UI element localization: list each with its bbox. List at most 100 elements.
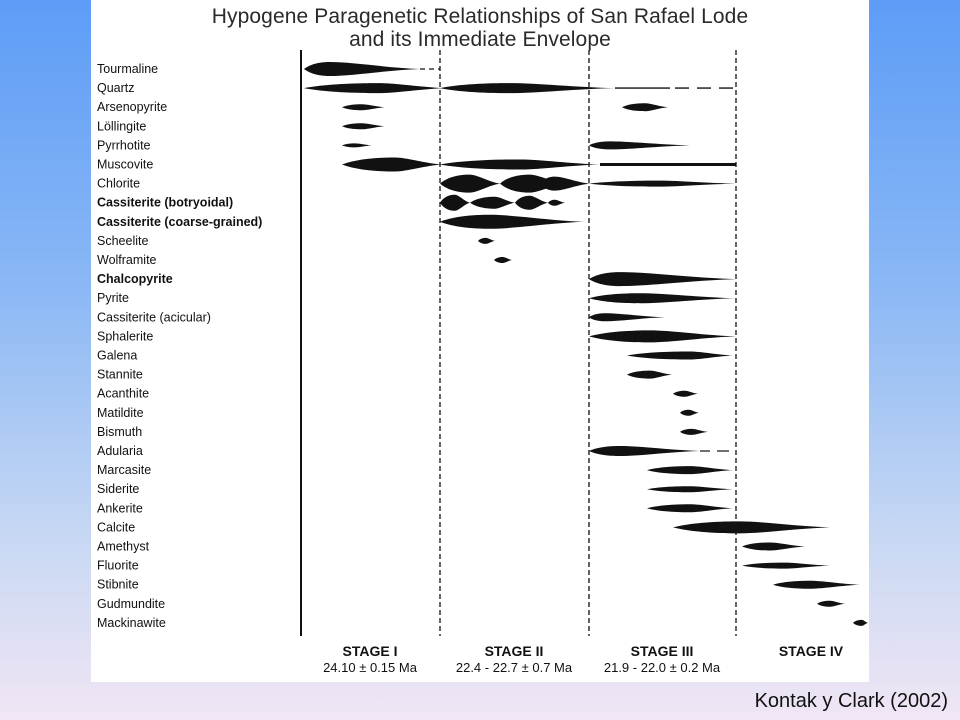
mineral-label-sphalerite: Sphalerite [97,329,153,343]
occurrence-scheelite [478,237,495,244]
mineral-label-mackinawite: Mackinawite [97,616,166,630]
occurrence-bars [304,62,868,626]
occurrence-adularia [589,446,700,456]
occurrence-lens-cassiterite-botryoidal-3 [515,195,548,210]
mineral-labels: Tourmaline Quartz Arsenopyrite Löllingite Py… [97,62,262,630]
occurrence-lens-cassiterite-botryoidal-4 [548,199,565,206]
occurrence-quartz [304,83,615,94]
occurrence-pyrite [589,293,736,304]
mineral-label-pyrrhotite: Pyrrhotite [97,138,151,152]
occurrence-lens-cassiterite-acicular-1 [589,313,665,322]
mineral-label-matildite: Matildite [97,406,144,420]
occurrence-marcasite [647,466,733,475]
occurrence-bismuth [680,428,708,435]
mineral-label-adularia: Adularia [97,444,143,458]
occurrence-acanthite [673,390,698,397]
mineral-label-pyrite: Pyrite [97,291,129,305]
occurrence-ankerite [647,504,733,513]
mineral-label-quartz: Quartz [97,81,135,95]
occurrence-lens-bismuth-1 [680,428,708,435]
occurrence-lens-amethyst-1 [742,542,805,551]
stage-age-1: 24.10 ± 0.15 Ma [323,660,418,675]
mineral-label-marcasite: Marcasite [97,463,151,477]
occurrence-siderite [647,486,733,493]
mineral-label-cassiterite-coarse-grained: Cassiterite (coarse-grained) [97,215,262,229]
occurrence-lens-acanthite-1 [673,390,698,397]
stage-age-2: 22.4 - 22.7 ± 0.7 Ma [456,660,573,675]
occurrence-lens-cassiterite-coarse-grained-1 [440,214,585,229]
occurrence-muscovite [342,157,600,172]
mineral-label-stibnite: Stibnite [97,578,139,592]
occurrence-lens-stannite-1 [627,370,672,379]
mineral-label-chalcopyrite: Chalcopyrite [97,272,173,286]
occurrence-lens-chlorite-1 [440,174,500,193]
citation: Kontak y Clark (2002) [754,690,948,712]
mineral-label-cassiterite-acicular: Cassiterite (acicular) [97,310,211,324]
occurrence-tourmaline [304,62,420,76]
occurrence-fluorite [742,562,830,569]
occurrence-arsenopyrite [342,103,668,112]
occurrence-lens-muscovite-2 [440,159,600,170]
stage-name-3: STAGE III [631,643,694,659]
mineral-label-fluorite: Fluorite [97,559,139,573]
occurrence-galena [627,351,733,360]
occurrence-cassiterite-coarse-grained [440,214,585,229]
stage-boundaries [300,50,737,636]
mineral-label-stannite: Stannite [97,368,143,382]
stage-name-1: STAGE I [343,643,398,659]
occurrence-lens-chlorite-2 [500,174,565,193]
occurrence-lens-marcasite-1 [647,466,733,475]
occurrence-stibnite [773,580,860,589]
occurrence-lens-siderite-1 [647,486,733,493]
stage-name-2: STAGE II [485,643,544,659]
occurrence-lens-chlorite-3 [540,176,590,191]
occurrence-lens-muscovite-1 [342,157,442,172]
occurrence-lens-ankerite-1 [647,504,733,513]
mineral-label-l-llingite: Löllingite [97,119,146,133]
stage-name-4: STAGE IV [779,643,844,659]
mineral-label-tourmaline: Tourmaline [97,62,158,76]
occurrence-mackinawite [853,619,868,626]
occurrence-cassiterite-botryoidal [440,194,565,211]
occurrence-lens-pyrrhotite-1 [342,143,372,148]
occurrence-lens-pyrrhotite-2 [589,141,690,150]
mineral-label-acanthite: Acanthite [97,387,149,401]
occurrence-lens-pyrite-1 [589,293,736,304]
mineral-label-cassiterite-botryoidal: Cassiterite (botryoidal) [97,196,233,210]
diagram-panel [91,0,869,682]
occurrence-lens-quartz-1 [304,83,445,94]
occurrence-lens-adularia-1 [589,446,700,456]
occurrence-chalcopyrite [589,272,736,287]
occurrence-lens-cassiterite-botryoidal-1 [440,194,470,211]
mineral-label-bismuth: Bismuth [97,425,142,439]
mineral-label-chlorite: Chlorite [97,177,140,191]
occurrence-lens-cassiterite-botryoidal-2 [470,196,515,209]
occurrence-lens-calcite-1 [673,521,830,534]
occurrence-pyrrhotite [342,141,690,150]
occurrence-lens-fluorite-1 [742,562,830,569]
occurrence-chlorite [440,174,736,193]
mineral-label-wolframite: Wolframite [97,253,157,267]
occurrence-sphalerite [589,330,736,343]
title-line-1: Hypogene Paragenetic Relationships of Sa… [211,5,749,28]
occurrence-lens-matildite-1 [680,409,699,416]
occurrence-lens-l-llingite-1 [342,123,385,130]
occurrence-lens-scheelite-1 [478,237,495,244]
occurrence-lens-gudmundite-1 [817,600,845,607]
occurrence-lens-sphalerite-1 [589,330,736,343]
occurrence-lens-quartz-2 [440,83,615,94]
occurrence-lens-galena-1 [627,351,733,360]
mineral-label-galena: Galena [97,349,137,363]
occurrence-gudmundite [817,600,845,607]
mineral-label-amethyst: Amethyst [97,540,150,554]
occurrence-cassiterite-acicular [589,313,665,322]
mineral-label-arsenopyrite: Arsenopyrite [97,100,167,114]
occurrence-lens-wolframite-1 [494,257,512,263]
mineral-label-gudmundite: Gudmundite [97,597,165,611]
mineral-label-siderite: Siderite [97,482,139,496]
title-line-2: and its Immediate Envelope [349,28,611,51]
occurrence-stannite [627,370,672,379]
occurrence-amethyst [742,542,805,551]
occurrence-wolframite [494,257,512,263]
